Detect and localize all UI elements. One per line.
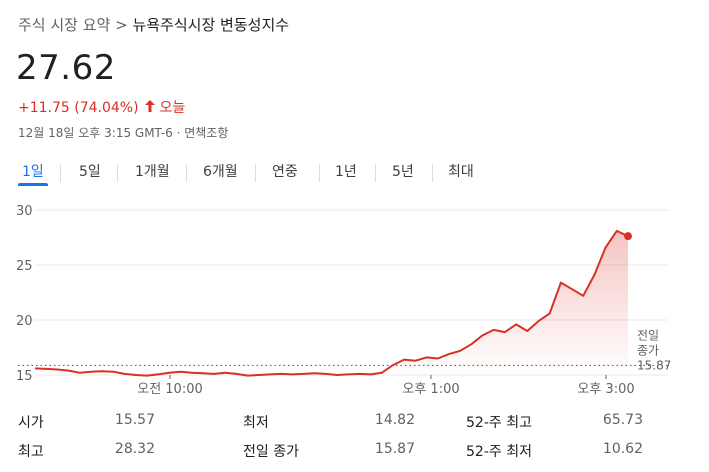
stat-value-52w-low: 10.62 (602, 441, 643, 457)
x-tick-label: 오전 10:00 (137, 382, 203, 397)
stat-value-open: 15.57 (114, 412, 155, 428)
tab-1y[interactable]: 1년 (335, 164, 357, 180)
tab-1d[interactable]: 1일 (16, 160, 50, 186)
stat-label-prev-close: 전일 종가 (243, 444, 299, 460)
tab-divider (375, 164, 376, 182)
previous-close-label: 종가 (637, 343, 659, 357)
tab-5d[interactable]: 5일 (79, 164, 101, 180)
tab-divider (117, 164, 118, 182)
stat-label-52w-low: 52-주 최저 (466, 444, 532, 460)
y-tick-label: 25 (16, 259, 33, 274)
stat-label-high: 최고 (18, 444, 44, 460)
stat-label-low: 최저 (243, 415, 269, 431)
last-price-dot (624, 232, 632, 241)
stats-row: 시가 15.57 최저 14.82 52-주 최고 65.73 (0, 412, 709, 432)
change-period: 오늘 (159, 100, 186, 116)
tab-divider (319, 164, 320, 182)
previous-close-value: 15.87 (637, 358, 671, 372)
x-tick-label: 오후 3:00 (577, 382, 634, 397)
tab-divider (432, 164, 433, 182)
stats-row: 최고 28.32 전일 종가 15.87 52-주 최저 10.62 (0, 441, 709, 461)
quote-timestamp: 12월 18일 오후 3:15 GMT-6 · 면책조항 (18, 126, 229, 140)
arrow-up-icon (145, 100, 156, 116)
y-tick-label: 20 (16, 314, 33, 329)
range-tabs: 1일 5일 1개월 6개월 연중 1년 5년 최대 (0, 160, 709, 192)
price-change: +11.75 (74.04%) 오늘 (18, 97, 185, 117)
breadcrumb: 주식 시장 요약 > 뉴욕주식시장 변동성지수 (18, 14, 289, 35)
previous-close-label: 전일 (637, 328, 659, 342)
change-value: +11.75 (74.04%) (18, 100, 139, 116)
tab-divider (60, 164, 61, 182)
breadcrumb-parent-link[interactable]: 주식 시장 요약 (18, 16, 111, 34)
tab-1m[interactable]: 1개월 (135, 164, 170, 180)
x-tick-label: 오후 1:00 (402, 382, 459, 397)
tab-ytd[interactable]: 연중 (272, 164, 298, 180)
stat-value-prev-close: 15.87 (374, 441, 415, 457)
tab-divider (186, 164, 187, 182)
stat-label-52w-high: 52-주 최고 (466, 415, 532, 431)
y-tick-label: 15 (16, 369, 33, 384)
tab-5y[interactable]: 5년 (392, 164, 414, 180)
breadcrumb-separator: > (115, 16, 128, 34)
stat-value-high: 28.32 (114, 441, 155, 457)
tab-max[interactable]: 최대 (448, 164, 474, 180)
current-price: 27.62 (16, 48, 116, 88)
tab-6m[interactable]: 6개월 (203, 164, 238, 180)
tab-divider (255, 164, 256, 182)
price-line (34, 229, 629, 377)
breadcrumb-current: 뉴욕주식시장 변동성지수 (132, 16, 290, 34)
stat-value-52w-high: 65.73 (602, 412, 643, 428)
stat-label-open: 시가 (18, 415, 44, 431)
y-tick-label: 30 (16, 204, 33, 219)
stat-value-low: 14.82 (374, 412, 415, 428)
price-area (35, 230, 628, 376)
